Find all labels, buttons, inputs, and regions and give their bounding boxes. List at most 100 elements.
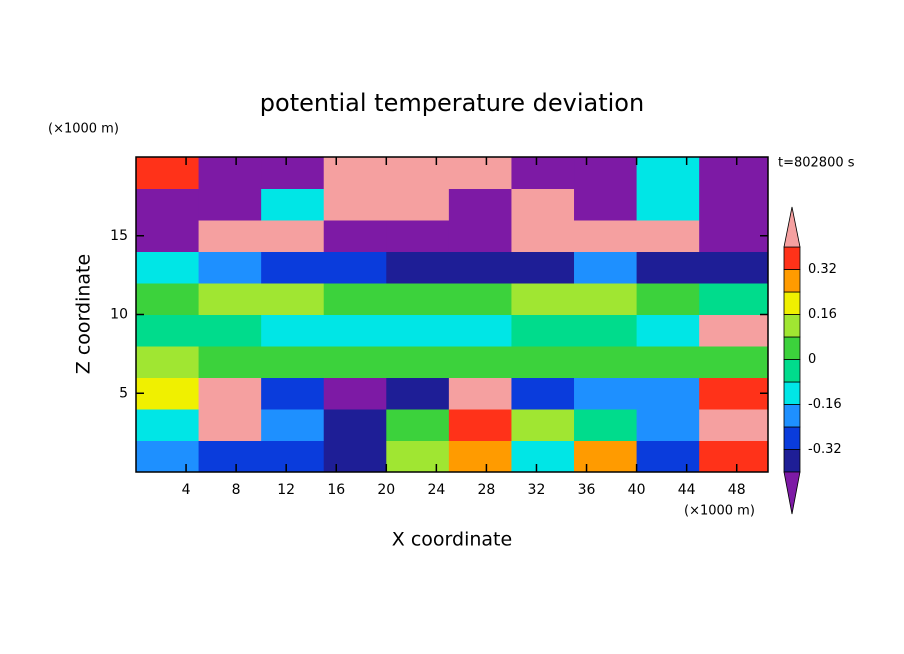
contour-cell xyxy=(198,188,262,221)
contour-cell xyxy=(448,283,512,315)
contour-cell xyxy=(448,188,512,221)
colorbar-band xyxy=(783,359,801,383)
contour-cell xyxy=(261,440,325,473)
contour-cell xyxy=(323,251,387,284)
contour-cell xyxy=(699,188,769,221)
colorbar-band xyxy=(783,449,801,473)
contour-cell xyxy=(574,251,638,284)
contour-cell xyxy=(136,251,200,284)
contour-cell xyxy=(198,157,262,189)
x-tick-label: 44 xyxy=(678,482,696,498)
contour-cell xyxy=(386,377,450,410)
contour-cell xyxy=(636,251,700,284)
contour-cell xyxy=(261,377,325,410)
contour-cell xyxy=(636,440,700,473)
contour-cell xyxy=(511,188,575,221)
x-tick-label: 40 xyxy=(628,482,646,498)
colorbar-tick-label: -0.32 xyxy=(808,442,842,457)
x-tick-label: 16 xyxy=(327,482,345,498)
contour-cell xyxy=(699,314,769,347)
contour-cell xyxy=(198,314,262,347)
colorbar-band xyxy=(783,269,801,293)
contour-cell xyxy=(323,157,387,189)
contour-cell xyxy=(198,220,262,252)
contour-cell xyxy=(699,283,769,315)
contour-cell xyxy=(574,377,638,410)
contour-cell xyxy=(574,220,638,252)
colorbar-band xyxy=(783,246,801,270)
x-tick-label: 28 xyxy=(478,482,496,498)
contour-cell xyxy=(136,283,200,315)
colorbar-band xyxy=(783,381,801,405)
contour-cell xyxy=(699,440,769,473)
contour-cell xyxy=(323,440,387,473)
contour-cell xyxy=(136,314,200,347)
contour-cell xyxy=(386,157,450,189)
contour-cell xyxy=(511,251,575,284)
contour-cell xyxy=(386,188,450,221)
y-unit: (×1000 m) xyxy=(48,122,119,137)
contour-cell xyxy=(636,157,700,189)
contour-cell xyxy=(636,346,700,378)
contour-cell xyxy=(448,314,512,347)
contour-cell xyxy=(636,220,700,252)
colorbar-tick-label: 0.16 xyxy=(808,307,837,322)
contour-cell xyxy=(386,346,450,378)
contour-cell xyxy=(574,440,638,473)
contour-cell xyxy=(136,220,200,252)
contour-cell xyxy=(448,409,512,441)
contour-cell xyxy=(448,346,512,378)
contour-cell xyxy=(136,157,200,189)
contour-cell xyxy=(511,346,575,378)
contour-cell xyxy=(198,251,262,284)
colorbar-under xyxy=(783,471,801,515)
contour-cell xyxy=(386,440,450,473)
colorbar-tick-label: -0.16 xyxy=(808,397,842,412)
contour-cell xyxy=(699,251,769,284)
x-tick-label: 8 xyxy=(232,482,241,498)
contour-cell xyxy=(323,188,387,221)
contour-cell xyxy=(136,346,200,378)
chart-title: potential temperature deviation xyxy=(260,89,644,117)
contour-cell xyxy=(448,251,512,284)
contour-cell xyxy=(574,157,638,189)
contour-cell xyxy=(323,220,387,252)
contour-cell xyxy=(511,377,575,410)
x-unit: (×1000 m) xyxy=(684,504,755,519)
colorbar-tick-label: 0.32 xyxy=(808,262,837,277)
contour-cell xyxy=(198,283,262,315)
contour-cell xyxy=(261,314,325,347)
contour-cell xyxy=(448,157,512,189)
contour-cell xyxy=(448,440,512,473)
x-tick-label: 36 xyxy=(578,482,596,498)
contour-cell xyxy=(136,409,200,441)
contour-cell xyxy=(448,220,512,252)
contour-cell xyxy=(261,220,325,252)
contour-cell xyxy=(198,346,262,378)
contour-cell xyxy=(636,409,700,441)
x-tick-label: 12 xyxy=(277,482,295,498)
contour-cell xyxy=(574,314,638,347)
contour-cell xyxy=(636,314,700,347)
colorbar-band xyxy=(783,336,801,360)
y-tick-label: 5 xyxy=(119,385,128,401)
contour-cell xyxy=(198,440,262,473)
time-label: t=802800 s xyxy=(778,156,855,171)
contour-cell xyxy=(261,409,325,441)
contour-cell xyxy=(386,409,450,441)
y-tick-label: 10 xyxy=(110,307,128,323)
contour-cell xyxy=(323,283,387,315)
contour-cell xyxy=(636,377,700,410)
contour-cell xyxy=(386,283,450,315)
contour-cell xyxy=(574,283,638,315)
contour-cell xyxy=(386,251,450,284)
contour-cell xyxy=(574,188,638,221)
contour-cell xyxy=(511,220,575,252)
contour-cell xyxy=(261,346,325,378)
contour-cell xyxy=(699,157,769,189)
contour-cell xyxy=(136,440,200,473)
colorbar-band xyxy=(783,291,801,315)
x-tick-label: 20 xyxy=(377,482,395,498)
contour-cell xyxy=(511,440,575,473)
colorbar-tick-label: 0 xyxy=(808,352,816,367)
